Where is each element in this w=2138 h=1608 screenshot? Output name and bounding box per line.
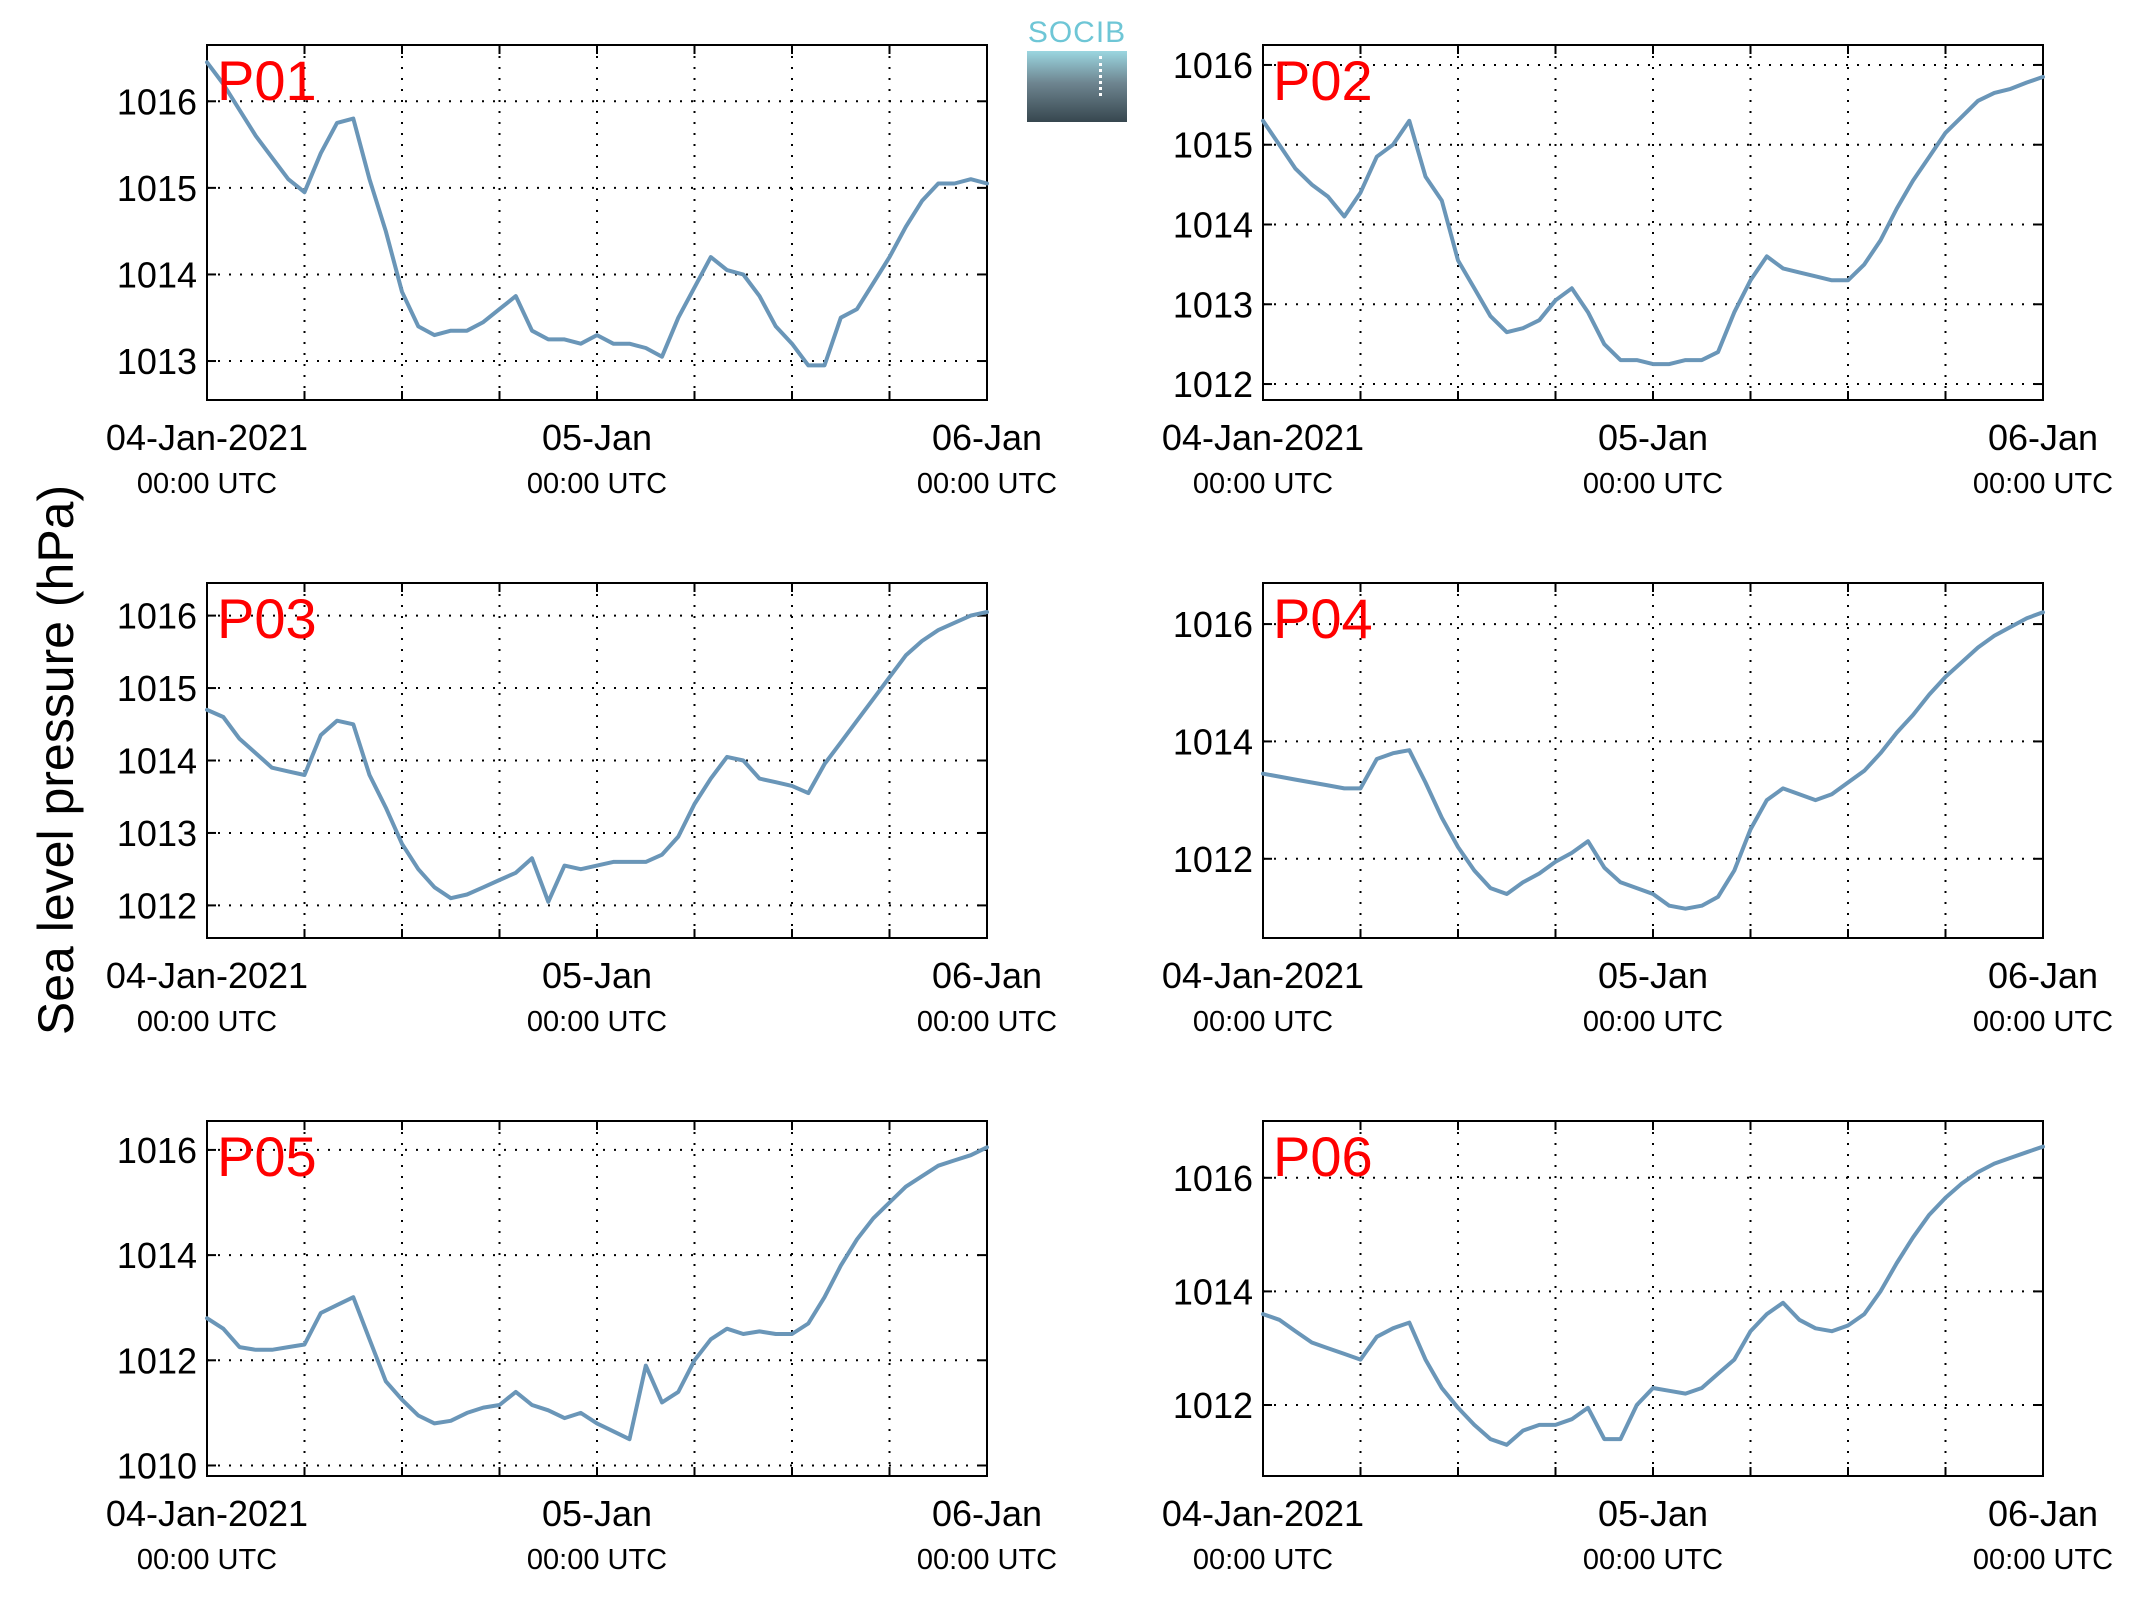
- series-line: [1261, 610, 2045, 911]
- y-tick-label: 1016: [1173, 45, 1253, 86]
- y-tick-label: 1014: [1173, 721, 1253, 762]
- y-tick-label: 1010: [117, 1445, 197, 1486]
- series-line: [205, 610, 989, 904]
- y-tick-label: 1012: [117, 885, 197, 926]
- x-tick-label: 05-Jan: [542, 955, 652, 996]
- x-tick-sublabel: 00:00 UTC: [917, 468, 1057, 500]
- x-tick-label: 05-Jan: [542, 417, 652, 458]
- x-tick-sublabel: 00:00 UTC: [917, 1006, 1057, 1038]
- panel-label: P06: [1273, 1125, 1373, 1188]
- axes-frame: [1262, 582, 2044, 939]
- series-line: [1261, 1144, 2045, 1447]
- x-tick-label: 06-Jan: [932, 417, 1042, 458]
- x-tick-label: 05-Jan: [1598, 1493, 1708, 1534]
- x-tick-label: 06-Jan: [1988, 1493, 2098, 1534]
- x-tick-label: 05-Jan: [1598, 955, 1708, 996]
- y-tick-label: 1016: [117, 1130, 197, 1171]
- y-tick-label: 1016: [1173, 1158, 1253, 1199]
- x-tick-label: 06-Jan: [1988, 417, 2098, 458]
- y-tick-label: 1014: [1173, 1271, 1253, 1312]
- x-tick-sublabel: 00:00 UTC: [1973, 468, 2113, 500]
- x-tick-sublabel: 00:00 UTC: [1193, 468, 1333, 500]
- y-tick-label: 1012: [1173, 1385, 1253, 1426]
- y-tick-label: 1015: [1173, 125, 1253, 166]
- x-tick-label: 05-Jan: [542, 1493, 652, 1534]
- panel-p01: 1013 1014 1015 1016 04-Jan-2021 00:00 UTC 05-J…: [106, 44, 1057, 500]
- y-tick-label: 1012: [1173, 364, 1253, 405]
- x-tick-sublabel: 00:00 UTC: [1973, 1006, 2113, 1038]
- logo-dotted-line: [1099, 56, 1102, 96]
- series-line: [205, 1145, 989, 1442]
- y-tick-label: 1013: [117, 341, 197, 382]
- panel-label: P01: [217, 49, 317, 112]
- x-tick-sublabel: 00:00 UTC: [1973, 1544, 2113, 1576]
- y-axis-label-text: Sea level pressure (hPa): [28, 484, 84, 1036]
- panel-p06: 1012 1014 1016 04-Jan-2021 00:00 UTC 05-Jan 00…: [1162, 1120, 2113, 1576]
- x-tick-label: 04-Jan-2021: [1162, 955, 1364, 996]
- y-tick-label: 1014: [117, 741, 197, 782]
- x-tick-sublabel: 00:00 UTC: [1193, 1544, 1333, 1576]
- y-tick-label: 1014: [1173, 204, 1253, 245]
- y-tick-label: 1014: [117, 1235, 197, 1276]
- axes-frame: [206, 44, 988, 401]
- y-tick-label: 1013: [117, 813, 197, 854]
- axes-frame: [1262, 1120, 2044, 1477]
- x-tick-label: 04-Jan-2021: [1162, 417, 1364, 458]
- axes-frame: [206, 582, 988, 939]
- x-tick-sublabel: 00:00 UTC: [527, 1006, 667, 1038]
- x-tick-sublabel: 00:00 UTC: [1193, 1006, 1333, 1038]
- panel-p04: 1012 1014 1016 04-Jan-2021 00:00 UTC 05-Jan 00…: [1162, 582, 2113, 1038]
- axes-frame: [206, 1120, 988, 1477]
- series-line: [1261, 74, 2045, 367]
- axes-frame: [1262, 44, 2044, 401]
- panel-p02: 1012 1013 1014 1015 1016 04-Jan-2021 00:00 UTC…: [1162, 44, 2113, 500]
- series-line: [205, 60, 989, 368]
- panel-label: P02: [1273, 49, 1373, 112]
- x-tick-sublabel: 00:00 UTC: [527, 1544, 667, 1576]
- x-tick-sublabel: 00:00 UTC: [1583, 1544, 1723, 1576]
- panel-p05: 1010 1012 1014 1016 04-Jan-2021 00:00 UTC 05-J…: [106, 1120, 1057, 1576]
- y-tick-label: 1016: [117, 81, 197, 122]
- x-tick-label: 06-Jan: [932, 955, 1042, 996]
- x-tick-label: 04-Jan-2021: [1162, 1493, 1364, 1534]
- x-tick-sublabel: 00:00 UTC: [1583, 468, 1723, 500]
- y-tick-label: 1012: [1173, 839, 1253, 880]
- x-tick-sublabel: 00:00 UTC: [527, 468, 667, 500]
- y-tick-label: 1015: [117, 668, 197, 709]
- y-tick-label: 1016: [1173, 604, 1253, 645]
- x-tick-sublabel: 00:00 UTC: [917, 1544, 1057, 1576]
- x-tick-label: 06-Jan: [1988, 955, 2098, 996]
- socib-logo: SOCIB: [1027, 16, 1127, 122]
- y-tick-label: 1016: [117, 596, 197, 637]
- x-tick-sublabel: 00:00 UTC: [137, 468, 277, 500]
- logo-gradient-box: [1027, 51, 1127, 122]
- x-tick-sublabel: 00:00 UTC: [137, 1544, 277, 1576]
- y-tick-label: 1014: [117, 254, 197, 295]
- panel-p03: 1012 1013 1014 1015 1016 04-Jan-2021 00:00 UTC…: [106, 582, 1057, 1038]
- logo-text: SOCIB: [1027, 16, 1127, 49]
- y-tick-label: 1015: [117, 168, 197, 209]
- x-tick-label: 05-Jan: [1598, 417, 1708, 458]
- x-tick-label: 04-Jan-2021: [106, 1493, 308, 1534]
- y-tick-label: 1012: [117, 1340, 197, 1381]
- x-tick-sublabel: 00:00 UTC: [1583, 1006, 1723, 1038]
- x-tick-label: 04-Jan-2021: [106, 955, 308, 996]
- panel-label: P04: [1273, 587, 1373, 650]
- panel-label: P03: [217, 587, 317, 650]
- panel-label: P05: [217, 1125, 317, 1188]
- x-tick-label: 06-Jan: [932, 1493, 1042, 1534]
- x-tick-label: 04-Jan-2021: [106, 417, 308, 458]
- x-tick-sublabel: 00:00 UTC: [137, 1006, 277, 1038]
- y-tick-label: 1013: [1173, 284, 1253, 325]
